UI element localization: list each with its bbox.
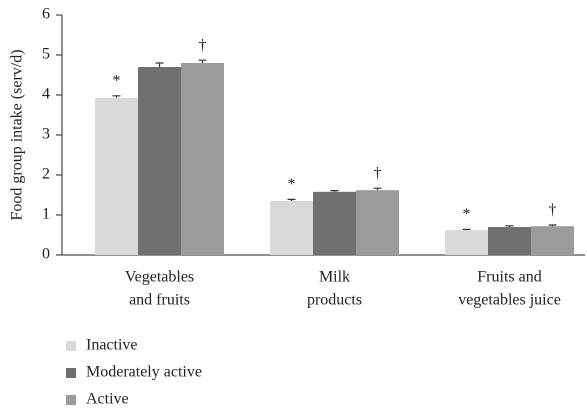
- x-tick-label: Fruits and: [477, 269, 541, 286]
- bar: [313, 191, 356, 255]
- y-tick-label: 1: [42, 206, 50, 223]
- error-bar: [198, 59, 207, 63]
- x-tick-label: Vegetables: [125, 269, 194, 286]
- y-axis-label: Food group intake (serv/d): [9, 49, 26, 220]
- bar: [181, 63, 224, 255]
- legend-label: Active: [86, 391, 129, 408]
- legend-swatch: [66, 368, 76, 378]
- annotation: *: [113, 72, 121, 89]
- legend-label: Moderately active: [86, 364, 202, 381]
- x-tick-label: Milk: [319, 269, 350, 286]
- y-tick-label: 6: [42, 6, 50, 23]
- x-tick-label: products: [307, 292, 362, 309]
- legend-swatch: [66, 395, 76, 405]
- bar: [95, 97, 138, 255]
- error-bar: [330, 190, 339, 192]
- x-tick-label: and fruits: [129, 292, 190, 309]
- annotation: *: [288, 176, 296, 193]
- annotation: *: [463, 206, 471, 223]
- legend-swatch: [66, 341, 76, 351]
- y-tick-label: 2: [42, 166, 50, 183]
- bar: [531, 226, 574, 255]
- error-bar: [548, 224, 557, 227]
- y-tick-label: 0: [42, 246, 50, 263]
- bar: [356, 190, 399, 255]
- annotation: †: [374, 165, 382, 182]
- bar: [445, 230, 488, 255]
- error-bar: [373, 187, 382, 191]
- y-tick-label: 3: [42, 126, 50, 143]
- error-bar: [112, 95, 121, 98]
- annotation: †: [549, 202, 557, 219]
- y-tick-label: 5: [42, 46, 50, 63]
- legend-label: Inactive: [86, 337, 138, 354]
- bar: [488, 227, 531, 255]
- error-bar: [287, 198, 296, 201]
- bar: [138, 67, 181, 255]
- error-bar: [505, 225, 514, 227]
- bar: [270, 201, 313, 255]
- x-tick-label: vegetables juice: [458, 292, 561, 309]
- annotation: †: [199, 37, 207, 54]
- error-bar: [155, 62, 164, 67]
- error-bar: [462, 228, 471, 231]
- y-tick-label: 4: [42, 86, 50, 103]
